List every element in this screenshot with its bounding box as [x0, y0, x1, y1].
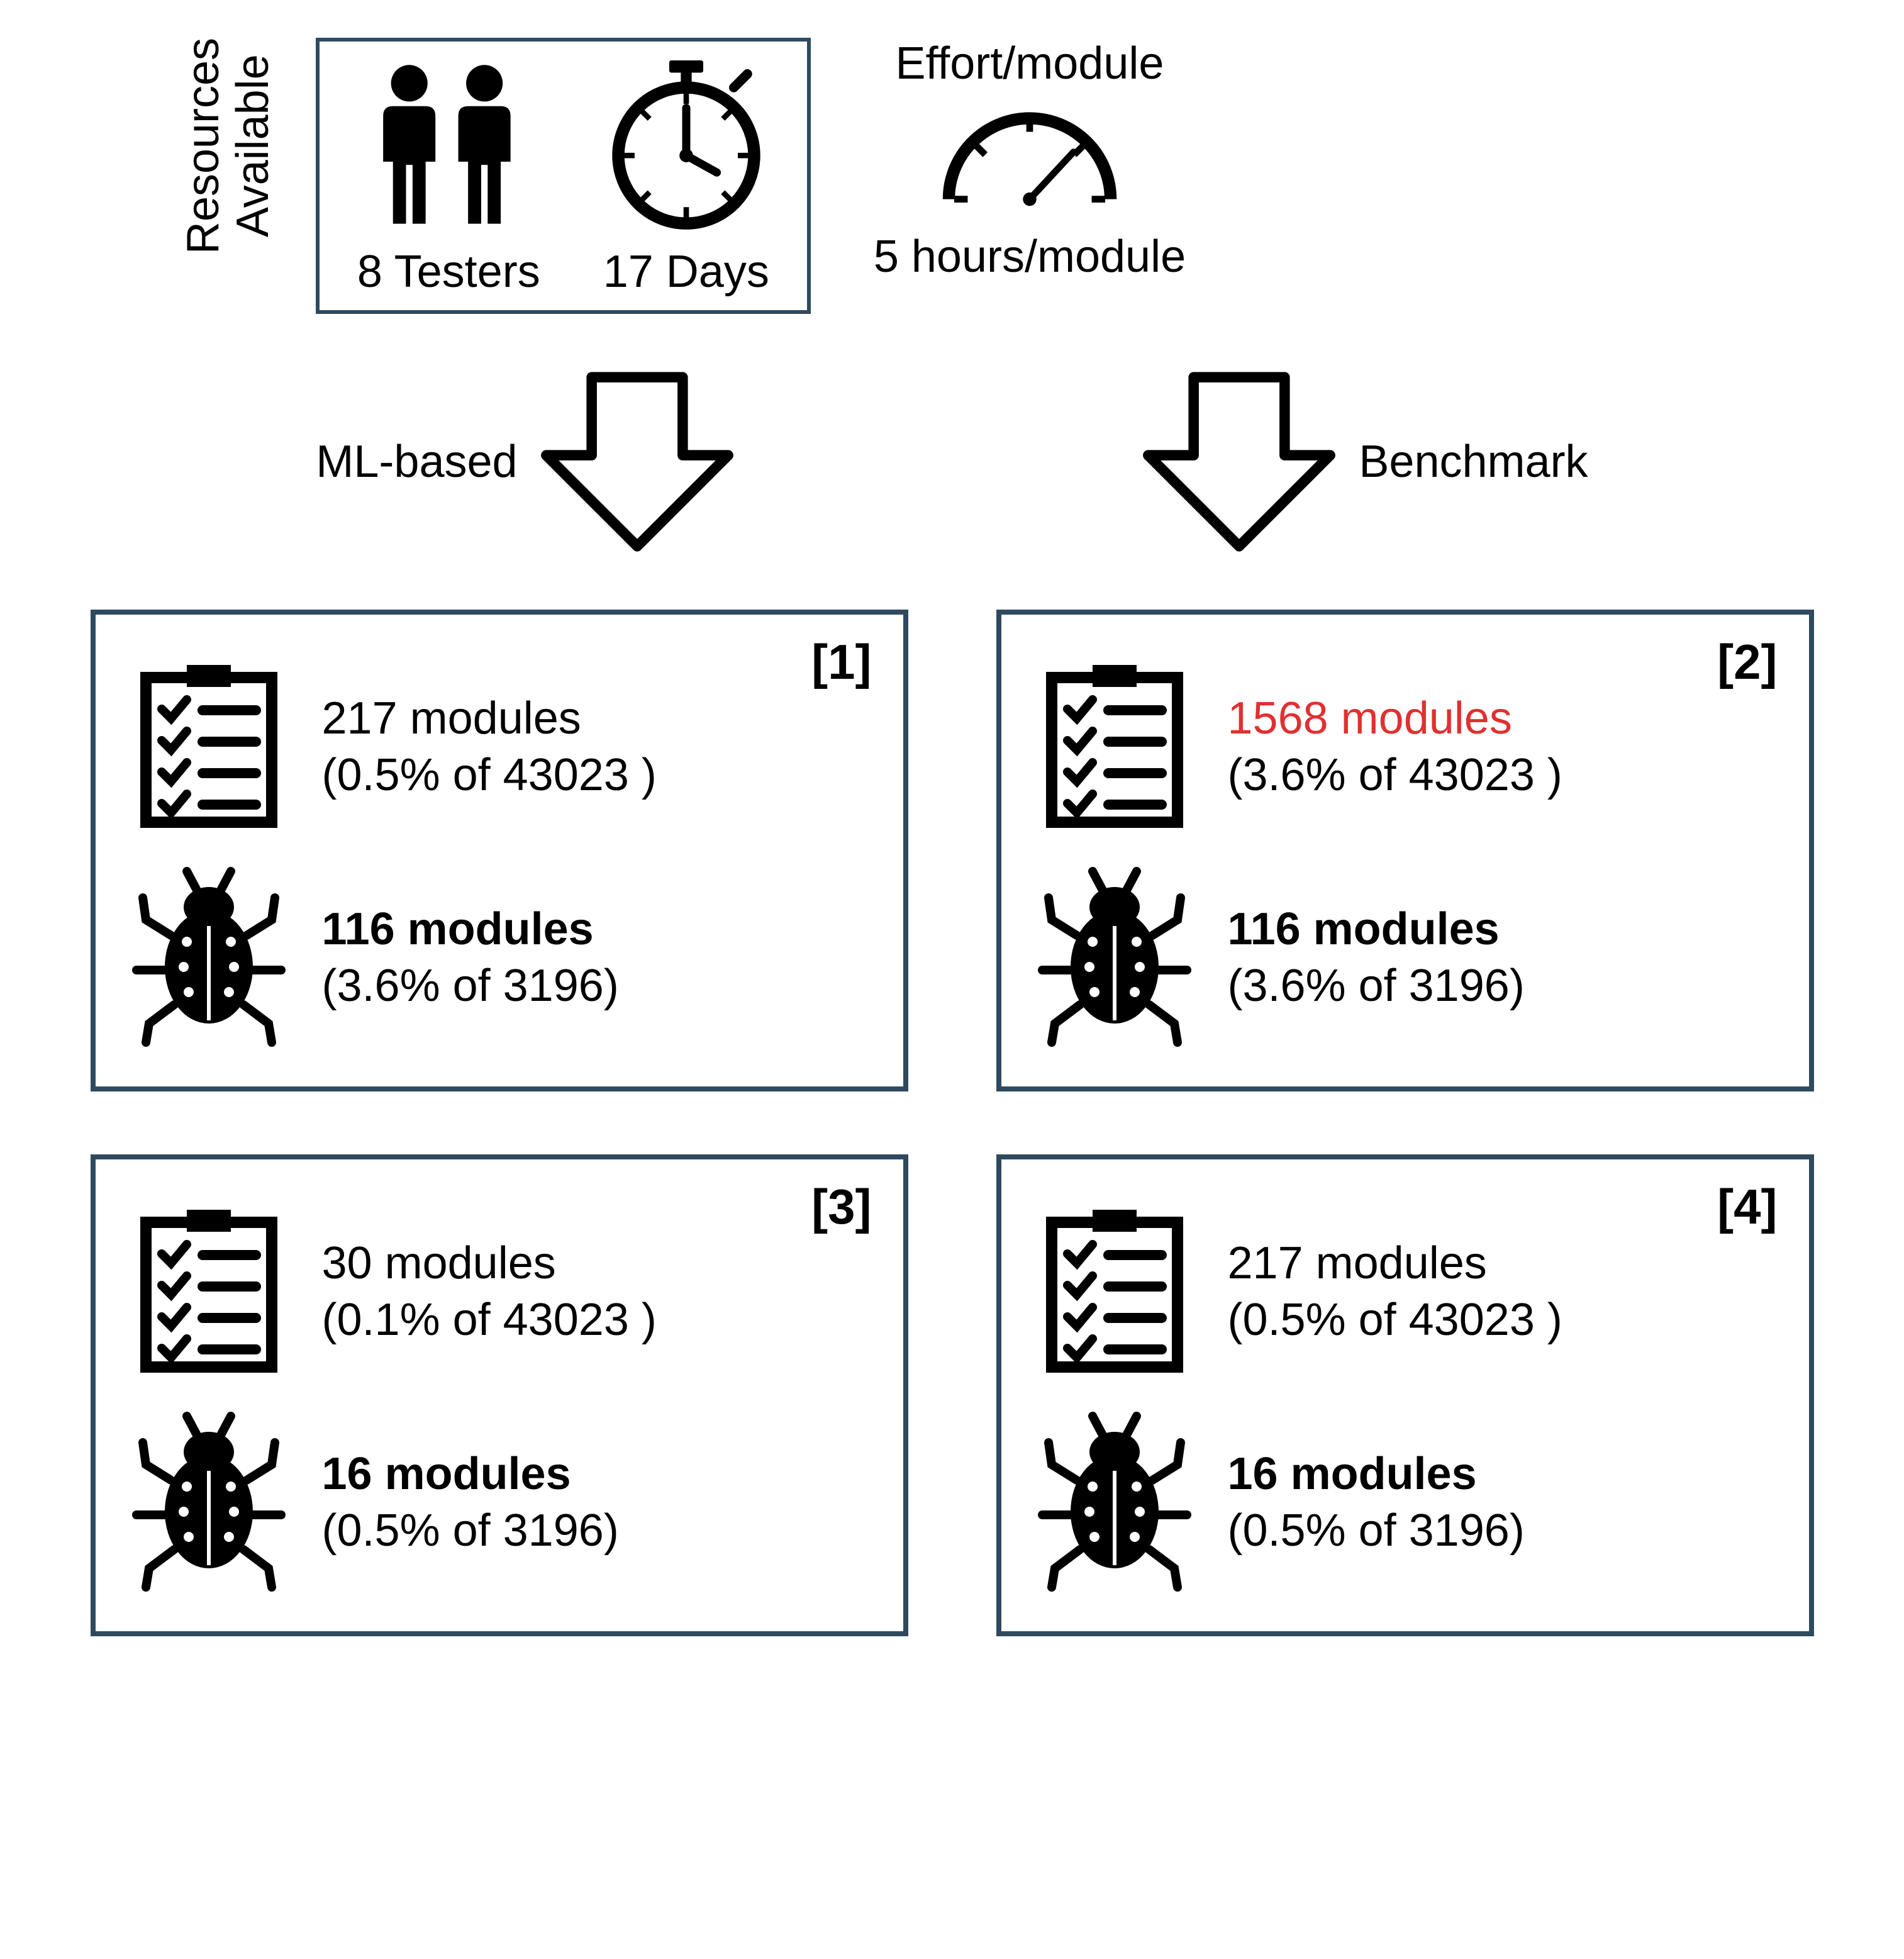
- bug-row: 116 modules (3.6% of 3196): [127, 866, 872, 1049]
- checklist-line2: (0.5% of 43023 ): [1228, 1292, 1562, 1348]
- result-card: [1] 217 modules (0.5% of 43023 ) 116 mod…: [91, 610, 908, 1091]
- card-ref: [1]: [811, 633, 871, 691]
- bug-row: 16 modules (0.5% of 3196): [127, 1411, 872, 1593]
- card-ref: [2]: [1717, 633, 1777, 691]
- resources-box: 8 Testers 17 Days: [316, 38, 811, 314]
- checklist-row: 217 modules (0.5% of 43023 ): [127, 659, 872, 835]
- checklist-text: 217 modules (0.5% of 43023 ): [1228, 1235, 1562, 1348]
- bug-line1: 16 modules: [1228, 1446, 1525, 1502]
- resources-row: Resources Available 8 Testers 17 Days Ef…: [179, 38, 1864, 314]
- checklist-icon: [130, 1203, 287, 1380]
- checklist-row: 217 modules (0.5% of 43023 ): [1033, 1203, 1778, 1380]
- bug-line1: 16 modules: [322, 1446, 619, 1502]
- effort-block: Effort/module 5 hours/module: [874, 38, 1186, 282]
- card-ref: [4]: [1717, 1178, 1777, 1236]
- bug-row: 16 modules (0.5% of 3196): [1033, 1411, 1778, 1593]
- bug-icon: [127, 1411, 291, 1593]
- bug-line2: (0.5% of 3196): [322, 1502, 619, 1559]
- effort-value: 5 hours/module: [874, 231, 1186, 282]
- diagram-root: Resources Available 8 Testers 17 Days Ef…: [40, 38, 1864, 1636]
- arrow-down-icon: [537, 364, 738, 559]
- bug-text: 16 modules (0.5% of 3196): [1228, 1446, 1525, 1559]
- checklist-text: 1568 modules (3.6% of 43023 ): [1228, 690, 1562, 803]
- bug-text: 116 modules (3.6% of 3196): [1228, 901, 1525, 1014]
- bug-text: 16 modules (0.5% of 3196): [322, 1446, 619, 1559]
- testers-block: 8 Testers: [357, 60, 540, 298]
- stopwatch-icon: [604, 60, 768, 230]
- bug-line2: (0.5% of 3196): [1228, 1502, 1525, 1559]
- ml-arrow-block: ML-based: [316, 364, 737, 559]
- bug-row: 116 modules (3.6% of 3196): [1033, 866, 1778, 1049]
- checklist-text: 30 modules (0.1% of 43023 ): [322, 1235, 657, 1348]
- result-card: [3] 30 modules (0.1% of 43023 ) 16 modul…: [91, 1154, 908, 1636]
- testers-label: 8 Testers: [357, 246, 540, 298]
- bug-icon: [127, 866, 291, 1049]
- card-ref: [3]: [811, 1178, 871, 1236]
- days-label: 17 Days: [603, 246, 769, 298]
- benchmark-arrow-block: Benchmark: [1139, 364, 1588, 559]
- checklist-icon: [1036, 1203, 1193, 1380]
- checklist-line1: 217 modules: [322, 690, 657, 747]
- people-icon: [373, 60, 524, 230]
- checklist-line1: 1568 modules: [1228, 690, 1562, 747]
- arrows-row: ML-based Benchmark: [116, 364, 1789, 559]
- bug-line2: (3.6% of 3196): [1228, 957, 1525, 1014]
- checklist-line1: 217 modules: [1228, 1235, 1562, 1292]
- checklist-row: 1568 modules (3.6% of 43023 ): [1033, 659, 1778, 835]
- bug-icon: [1033, 866, 1196, 1049]
- bug-line1: 116 modules: [322, 901, 619, 957]
- checklist-line2: (3.6% of 43023 ): [1228, 747, 1562, 803]
- checklist-row: 30 modules (0.1% of 43023 ): [127, 1203, 872, 1380]
- bug-line1: 116 modules: [1228, 901, 1525, 957]
- cards-grid: [1] 217 modules (0.5% of 43023 ) 116 mod…: [91, 610, 1814, 1636]
- gauge-icon: [935, 96, 1124, 215]
- bug-line2: (3.6% of 3196): [322, 957, 619, 1014]
- checklist-line1: 30 modules: [322, 1235, 657, 1292]
- checklist-line2: (0.1% of 43023 ): [322, 1292, 657, 1348]
- checklist-icon: [130, 659, 287, 835]
- effort-title: Effort/module: [874, 38, 1186, 89]
- checklist-text: 217 modules (0.5% of 43023 ): [322, 690, 657, 803]
- bug-text: 116 modules (3.6% of 3196): [322, 901, 619, 1014]
- result-card: [4] 217 modules (0.5% of 43023 ) 16 modu…: [996, 1154, 1814, 1636]
- benchmark-label: Benchmark: [1359, 436, 1588, 488]
- ml-based-label: ML-based: [316, 436, 517, 488]
- checklist-line2: (0.5% of 43023 ): [322, 747, 657, 803]
- arrow-down-icon: [1139, 364, 1340, 559]
- checklist-icon: [1036, 659, 1193, 835]
- days-block: 17 Days: [603, 60, 769, 298]
- result-card: [2] 1568 modules (3.6% of 43023 ) 116 mo…: [996, 610, 1814, 1091]
- resources-vertical-label: Resources Available: [179, 38, 278, 273]
- bug-icon: [1033, 1411, 1196, 1593]
